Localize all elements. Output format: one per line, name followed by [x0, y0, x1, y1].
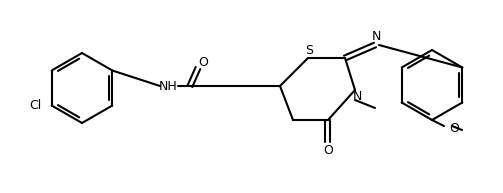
Text: Cl: Cl: [30, 99, 42, 112]
Text: O: O: [449, 122, 459, 135]
Text: S: S: [305, 43, 313, 57]
Text: O: O: [323, 144, 333, 157]
Text: O: O: [198, 57, 208, 69]
Text: NH: NH: [158, 80, 178, 92]
Text: N: N: [352, 91, 362, 103]
Text: N: N: [371, 30, 381, 43]
